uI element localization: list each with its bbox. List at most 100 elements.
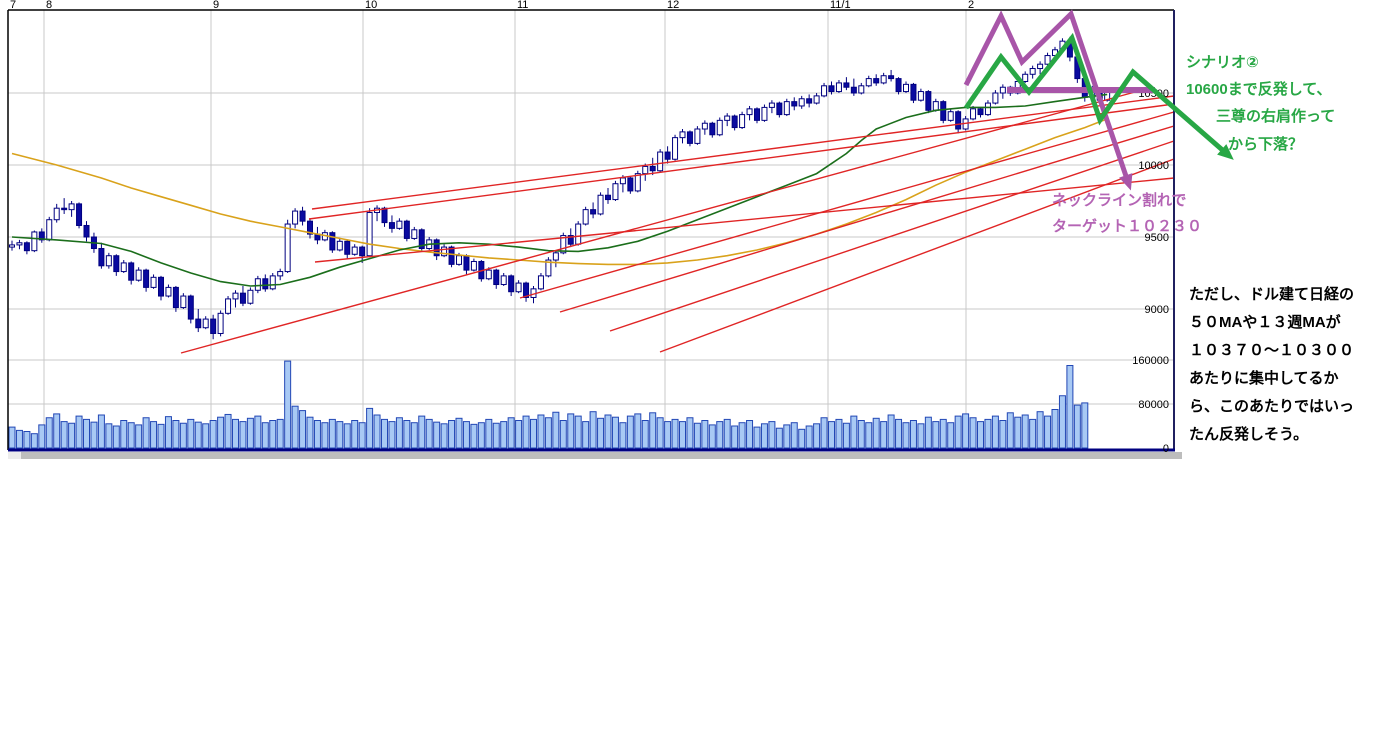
volume-bar xyxy=(775,427,783,449)
candle-down xyxy=(508,275,515,293)
scrollbar-thumb[interactable] xyxy=(21,452,1182,459)
month-label: 9 xyxy=(213,0,219,11)
volume-bar xyxy=(336,421,344,449)
candle-down xyxy=(664,151,671,160)
volume-bar xyxy=(679,421,686,449)
candle-up xyxy=(68,203,75,211)
scenario-note-line: 10600まで反発して、 xyxy=(1186,81,1332,98)
volume-bar xyxy=(60,421,68,449)
volume-bar xyxy=(112,425,120,449)
volume-bar xyxy=(1066,365,1074,449)
volume-bar xyxy=(418,415,426,449)
volume-bar xyxy=(1073,404,1081,449)
candle-up xyxy=(984,102,991,116)
candle-up xyxy=(597,194,604,215)
candle-down xyxy=(210,318,217,334)
candle-up xyxy=(999,86,1006,94)
candle-up xyxy=(768,102,775,108)
candle-up xyxy=(456,255,462,265)
month-label: 2 xyxy=(968,0,974,11)
candle-up xyxy=(232,292,239,300)
volume-bar xyxy=(135,424,143,449)
candle-down xyxy=(843,82,850,88)
candle-down xyxy=(850,86,857,94)
candle-up xyxy=(9,244,15,248)
candle-up xyxy=(746,108,753,116)
candle-up xyxy=(798,98,805,107)
volume-bar xyxy=(693,422,701,449)
candle-down xyxy=(709,122,716,136)
volume-bar xyxy=(284,360,292,449)
volume-bar xyxy=(395,417,403,449)
candle-up xyxy=(46,219,53,241)
volume-bar xyxy=(567,413,575,449)
month-label: 12 xyxy=(667,0,679,11)
volume-bar xyxy=(1044,415,1052,449)
candle-up xyxy=(552,252,559,261)
volume-bar xyxy=(358,422,366,449)
volume-bar xyxy=(30,433,38,449)
volume-bar xyxy=(649,412,657,449)
candle-up xyxy=(120,262,127,273)
trendline xyxy=(559,125,1175,313)
candle-up xyxy=(351,246,358,255)
month-label: 11/1 xyxy=(830,0,851,11)
volume-bar xyxy=(723,418,731,449)
volume-bar xyxy=(582,421,590,449)
volume-bar xyxy=(835,418,843,449)
candle-down xyxy=(925,91,932,111)
volume-bar xyxy=(597,417,605,449)
candle-up xyxy=(180,295,187,309)
volume-bar xyxy=(246,417,254,449)
candle-down xyxy=(38,231,45,241)
trendline xyxy=(308,103,1175,220)
candle-up xyxy=(858,85,865,94)
volume-bar xyxy=(1051,409,1059,449)
candle-down xyxy=(567,235,574,245)
volume-bar xyxy=(38,424,46,449)
candle-up xyxy=(783,101,790,116)
candle-down xyxy=(873,78,880,84)
volume-bar xyxy=(500,421,508,449)
candle-up xyxy=(880,75,887,84)
candle-down xyxy=(828,85,835,93)
candle-up xyxy=(537,275,544,290)
volume-bar xyxy=(269,420,277,449)
volume-bar xyxy=(909,420,917,449)
volume-tick-label: 160000 xyxy=(1132,355,1169,367)
candle-up xyxy=(150,276,157,288)
volume-bar xyxy=(701,420,709,449)
candle-up xyxy=(724,115,731,121)
volume-bar xyxy=(261,422,269,449)
candle-down xyxy=(605,194,611,201)
candle-up xyxy=(947,111,954,121)
volume-bar xyxy=(641,420,649,449)
volume-bar xyxy=(530,418,537,449)
candle-down xyxy=(195,318,202,329)
scenario-note-line: 三尊の右肩作って xyxy=(1216,108,1336,125)
candle-down xyxy=(76,203,83,226)
candle-up xyxy=(821,85,828,97)
volume-layer xyxy=(8,360,1089,449)
candle-up xyxy=(642,165,649,175)
volume-bar xyxy=(991,415,999,449)
candle-up xyxy=(254,278,261,291)
volume-bar xyxy=(53,413,61,449)
volume-bar xyxy=(999,420,1007,449)
volume-bar xyxy=(105,423,113,449)
candle-down xyxy=(388,222,395,229)
volume-bar xyxy=(328,418,336,449)
volume-bar xyxy=(939,418,947,449)
volume-bar xyxy=(351,420,359,449)
candle-up xyxy=(865,78,872,87)
candle-down xyxy=(493,269,500,286)
volume-bar xyxy=(90,421,98,449)
volume-bar xyxy=(902,422,910,449)
volume-bar xyxy=(448,420,456,449)
candle-down xyxy=(403,220,410,239)
scenario-note-line: シナリオ② xyxy=(1186,54,1259,71)
candle-up xyxy=(970,108,977,120)
volume-bar xyxy=(969,417,977,449)
volume-bar xyxy=(291,405,299,449)
